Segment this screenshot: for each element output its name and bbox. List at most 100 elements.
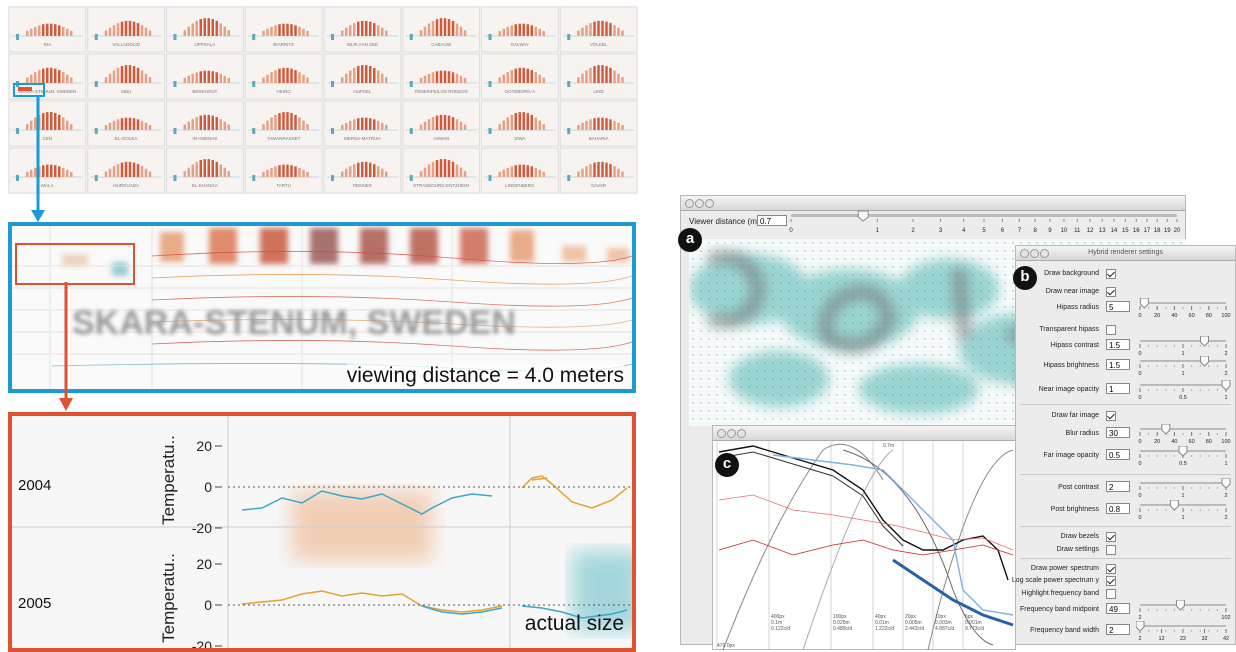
mini-bar bbox=[128, 65, 132, 83]
mini-bar bbox=[498, 77, 501, 83]
city-name: BERKHOUT bbox=[192, 89, 217, 94]
mini-bar bbox=[498, 124, 501, 130]
setting-slider[interactable]: 0 0.5 1 bbox=[1136, 380, 1232, 402]
setting-slider[interactable]: 0 1 2 bbox=[1136, 336, 1232, 358]
axis-label: Temperatu.. bbox=[159, 553, 178, 643]
setting-input[interactable]: 2 bbox=[1106, 481, 1130, 492]
mini-bar bbox=[423, 26, 427, 36]
setting-label: Draw power spectrum bbox=[1030, 565, 1099, 572]
region-box bbox=[13, 83, 45, 97]
setting-input[interactable]: 5 bbox=[1106, 301, 1130, 312]
setting-slider[interactable]: 0 0.5 1 bbox=[1136, 446, 1232, 468]
slider-tick-label: 2 bbox=[1138, 636, 1141, 642]
setting-label: Frequency band width bbox=[1030, 627, 1099, 634]
cell bbox=[244, 6, 323, 53]
mini-bar bbox=[498, 30, 501, 36]
setting-input[interactable]: 0.8 bbox=[1106, 503, 1130, 514]
slider-tick-label: 80 bbox=[1206, 439, 1212, 445]
slider-tick-label: 102 bbox=[1221, 615, 1230, 621]
cell bbox=[481, 100, 559, 147]
city-name: TENERIFE/LOS RODEOS bbox=[414, 89, 467, 94]
mini-bar bbox=[506, 167, 509, 177]
slider-thumb bbox=[1161, 424, 1171, 435]
checkbox[interactable] bbox=[1106, 269, 1116, 279]
mini-bar bbox=[538, 74, 541, 83]
blurred-title: SKARA-STENUM, SWEDEN bbox=[72, 304, 516, 342]
mini-bar bbox=[381, 73, 384, 83]
mini-cold bbox=[16, 128, 19, 134]
settings-window: Hybrid renderer settings Draw background… bbox=[1012, 245, 1236, 645]
mini-bar bbox=[223, 167, 226, 177]
checkbox[interactable] bbox=[1106, 589, 1116, 599]
mini-bar bbox=[463, 77, 467, 83]
mini-bar bbox=[191, 164, 194, 177]
checkbox[interactable] bbox=[1106, 564, 1116, 574]
setting-slider[interactable]: 0 1 2 bbox=[1136, 500, 1232, 522]
setting-slider[interactable]: 0 1 2 bbox=[1136, 478, 1232, 500]
mini-cold bbox=[567, 175, 571, 181]
mini-bar bbox=[270, 117, 273, 130]
checkbox[interactable] bbox=[1106, 545, 1116, 555]
cell bbox=[559, 53, 638, 100]
y-tick-label: -20 bbox=[192, 638, 212, 652]
cell bbox=[166, 147, 244, 194]
slider-tick-label: 9 bbox=[1048, 228, 1052, 234]
mini-bar bbox=[502, 74, 505, 83]
mini-bar bbox=[345, 73, 348, 83]
mini-bar bbox=[136, 119, 140, 130]
setting-input[interactable]: 2 bbox=[1106, 624, 1130, 635]
mini-bar bbox=[270, 167, 273, 177]
mini-bar bbox=[128, 161, 132, 177]
distance-slider[interactable]: 0 1 2 3 4 5 6 7 8 9 10 11 12 13 14 15 16 17 18 19 20 bbox=[787, 210, 1183, 236]
mini-bar bbox=[262, 30, 265, 36]
mini-bar bbox=[435, 71, 439, 83]
checkbox[interactable] bbox=[1106, 325, 1116, 335]
setting-input[interactable]: 0.5 bbox=[1106, 449, 1130, 460]
mini-bar bbox=[463, 124, 467, 130]
mini-bar bbox=[62, 117, 65, 130]
top-label: 0.7m bbox=[883, 443, 894, 449]
setting-input[interactable]: 30 bbox=[1106, 427, 1130, 438]
setting-slider[interactable]: 0 1 2 bbox=[1136, 356, 1232, 378]
mini-cold bbox=[409, 34, 413, 40]
mini-bar bbox=[581, 73, 584, 83]
cell bbox=[323, 6, 402, 53]
mini-bar bbox=[120, 21, 124, 36]
setting-input[interactable]: 1.5 bbox=[1106, 359, 1130, 370]
mini-bar bbox=[385, 171, 388, 177]
column-label: 0.003m bbox=[935, 620, 952, 626]
mini-cold bbox=[94, 175, 98, 181]
setting-slider[interactable]: 2 12 22 32 42 bbox=[1136, 621, 1232, 643]
checkbox[interactable] bbox=[1106, 532, 1116, 542]
mini-bar bbox=[183, 171, 186, 177]
checkbox[interactable] bbox=[1106, 287, 1116, 297]
setting-input[interactable]: 1 bbox=[1106, 383, 1130, 394]
slider-tick-label: 2 bbox=[911, 228, 915, 234]
city-name: BIARRITZ bbox=[273, 42, 294, 47]
mini-bar bbox=[514, 68, 517, 83]
mini-bar bbox=[357, 162, 360, 177]
distance-input[interactable]: 0.7 bbox=[757, 215, 787, 226]
setting-label: Draw far image bbox=[1051, 412, 1099, 419]
setting-slider[interactable]: 2 102 bbox=[1136, 600, 1232, 622]
slider-tick-label: 4 bbox=[962, 228, 966, 234]
setting-slider[interactable]: 0 20 40 60 80 100 bbox=[1136, 424, 1232, 446]
setting-slider[interactable]: 0 20 40 60 80 100 bbox=[1136, 298, 1232, 320]
slider-thumb bbox=[1200, 336, 1209, 347]
mini-bar bbox=[203, 114, 206, 130]
mini-bar bbox=[542, 77, 545, 83]
mini-bar bbox=[381, 168, 384, 177]
mini-bar bbox=[459, 167, 463, 177]
check bbox=[1107, 269, 1115, 278]
mini-bar bbox=[345, 27, 348, 36]
mini-bar bbox=[144, 122, 148, 130]
checkbox[interactable] bbox=[1106, 576, 1116, 586]
setting-input[interactable]: 1.5 bbox=[1106, 339, 1130, 350]
mini-bar bbox=[605, 118, 608, 130]
checkbox[interactable] bbox=[1106, 411, 1116, 421]
check bbox=[1107, 287, 1115, 296]
setting-input[interactable]: 49 bbox=[1106, 603, 1130, 614]
mini-bar bbox=[349, 120, 352, 130]
mini-bar bbox=[617, 27, 620, 36]
